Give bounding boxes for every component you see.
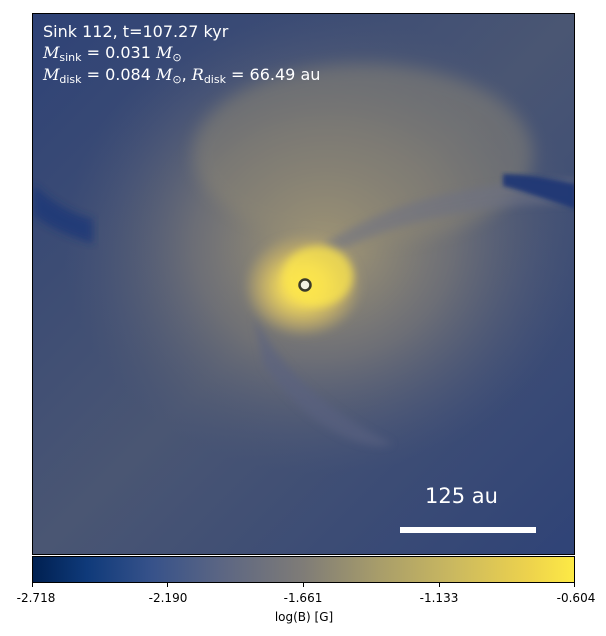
sink-mass-line: Msink = 0.031 M⊙: [43, 43, 182, 64]
sink-info-line1: Sink 112, t=107.27 kyr: [43, 22, 229, 41]
field-image: [33, 14, 574, 554]
colorbar-tick-label-3: -1.133: [419, 591, 459, 605]
spiral-arm-upper: [323, 179, 574, 254]
colorbar: [32, 556, 575, 583]
colorbar-tick-4: [574, 583, 575, 587]
scale-bar-label: 125 au: [425, 484, 498, 508]
colorbar-tick-label-2: -1.661: [283, 591, 323, 605]
colorbar-title: log(B) [G]: [274, 610, 334, 624]
disk-info-line: Mdisk = 0.084 M⊙, Rdisk = 66.49 au: [43, 65, 321, 86]
colorbar-tick-label-1: -2.190: [148, 591, 188, 605]
sink-particle-marker: [298, 278, 312, 292]
disk-bright-center: [283, 246, 353, 306]
colorbar-tick-label-4: -0.604: [556, 591, 596, 605]
scale-bar: [400, 527, 536, 533]
colorbar-tick-0: [32, 583, 33, 587]
magnetic-field-map: Sink 112, t=107.27 kyr Msink = 0.031 M⊙ …: [32, 13, 575, 555]
colorbar-tick-3: [439, 583, 440, 587]
colorbar-tick-1: [167, 583, 168, 587]
upper-plume: [193, 64, 533, 244]
dark-filament: [503, 174, 574, 209]
colorbar-tick-label-0: -2.718: [16, 591, 56, 605]
left-dark-region: [33, 184, 93, 244]
colorbar-tick-2: [303, 583, 304, 587]
spiral-arm-lower: [253, 314, 393, 446]
